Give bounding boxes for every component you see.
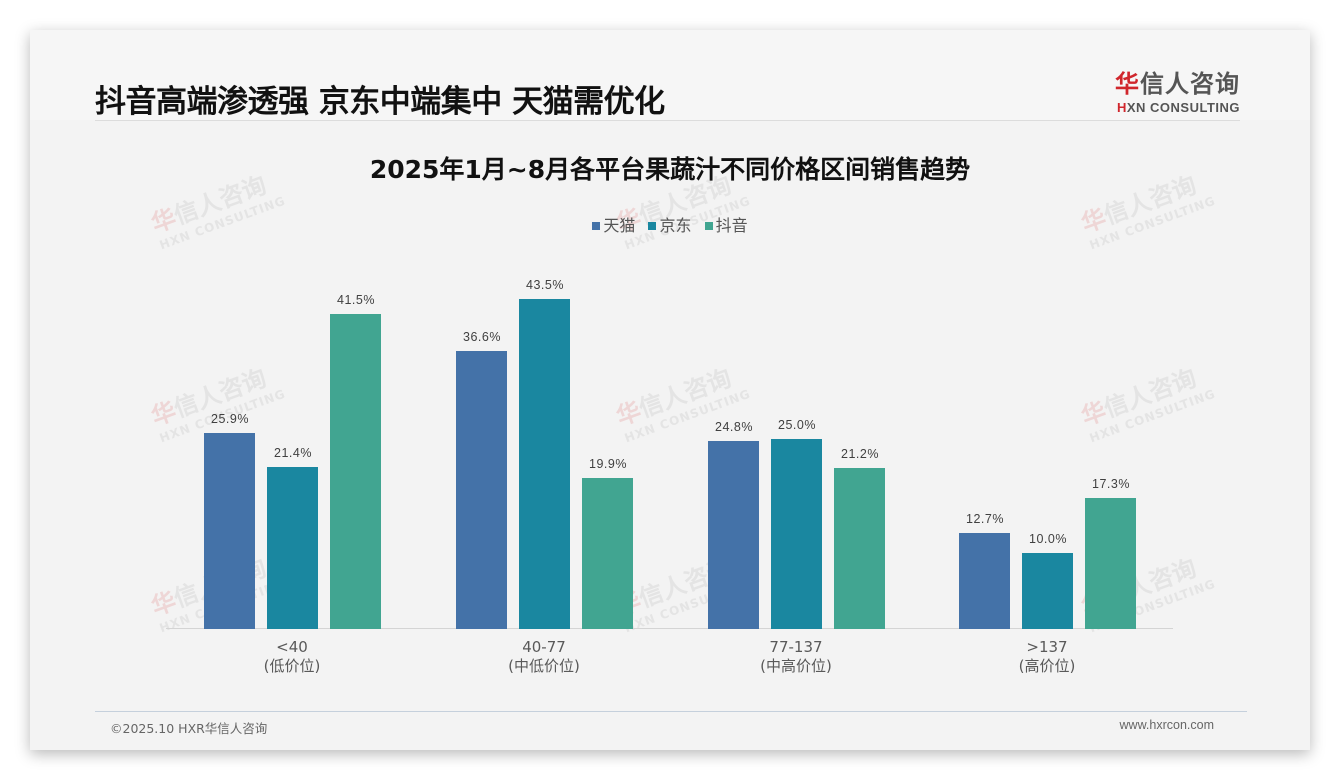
legend-item-jd: 京东 <box>648 212 692 236</box>
data-label: 43.5% <box>526 278 564 292</box>
bar-douyin <box>582 478 633 629</box>
legend-item-tmall: 天猫 <box>592 212 635 236</box>
bar-chart-plot: 25.9% 21.4% 41.5% 36.6% 43.5% 19.9% 24.8% 25.0%… <box>166 260 1173 629</box>
bar-douyin <box>834 468 885 629</box>
x-axis-category-label: >137 (高价位) <box>947 638 1147 676</box>
x-axis-category-label: 40-77 (中低价位) <box>444 638 644 676</box>
footer-copyright: ©2025.10 HXR华信人咨询 <box>110 721 268 736</box>
bar-jd <box>1022 553 1073 629</box>
chart-legend: 天猫 京东 抖音 <box>30 212 1310 236</box>
footer-divider <box>95 711 1247 712</box>
category-range: >137 <box>1026 638 1068 656</box>
category-range: 77-137 <box>769 638 823 656</box>
x-axis-category-label: 77-137 (中高价位) <box>696 638 896 676</box>
category-range: <40 <box>276 638 308 656</box>
data-label: 25.0% <box>778 418 816 433</box>
bar-jd <box>267 466 318 629</box>
category-tier: (高价位) <box>1018 657 1076 675</box>
slide: 华信人咨询 HXN CONSULTING 华信人咨询 HXN CONSULTIN… <box>30 30 1310 750</box>
legend-swatch-icon <box>648 222 657 230</box>
header-divider <box>95 120 1240 121</box>
bar-jd <box>771 439 822 629</box>
category-tier: (中高价位) <box>760 657 832 675</box>
logo-en: HXN CONSULTING <box>1116 100 1240 115</box>
footer-website: www.hxrcon.com <box>1119 718 1214 732</box>
data-label: 21.2% <box>841 447 879 462</box>
data-label: 24.8% <box>715 419 753 434</box>
category-tier: (中低价位) <box>508 657 580 675</box>
legend-item-douyin: 抖音 <box>704 212 748 236</box>
data-label: 25.9% <box>211 411 249 426</box>
category-tier: (低价位) <box>263 657 321 675</box>
legend-swatch-icon <box>704 222 713 230</box>
bar-tmall <box>204 432 255 629</box>
chart-title: 2025年1月~8月各平台果蔬汁不同价格区间销售趋势 <box>369 155 971 184</box>
bar-jd <box>519 299 570 629</box>
x-axis-category-label: <40 (低价位) <box>192 638 392 676</box>
bar-tmall <box>708 440 759 629</box>
data-label: 10.0% <box>1029 532 1067 547</box>
legend-swatch-icon <box>592 222 601 230</box>
bar-tmall <box>456 351 507 629</box>
data-label: 36.6% <box>463 330 501 345</box>
data-label: 21.4% <box>274 445 312 460</box>
page-title: 抖音高端渗透强 京东中端集中 天猫需优化 <box>95 84 665 120</box>
data-label: 12.7% <box>966 511 1004 526</box>
bar-douyin <box>1085 497 1136 629</box>
bar-douyin <box>330 314 381 629</box>
bar-tmall <box>959 532 1010 629</box>
data-label: 17.3% <box>1092 476 1130 491</box>
data-label: 41.5% <box>337 293 375 308</box>
logo-cn: 华信人咨询 <box>1115 70 1240 98</box>
category-range: 40-77 <box>522 638 566 656</box>
company-logo: 华信人咨询 HXN CONSULTING <box>1115 64 1240 115</box>
data-label: 19.9% <box>589 457 627 472</box>
x-axis-baseline <box>166 628 1173 629</box>
header-band <box>30 30 1310 120</box>
